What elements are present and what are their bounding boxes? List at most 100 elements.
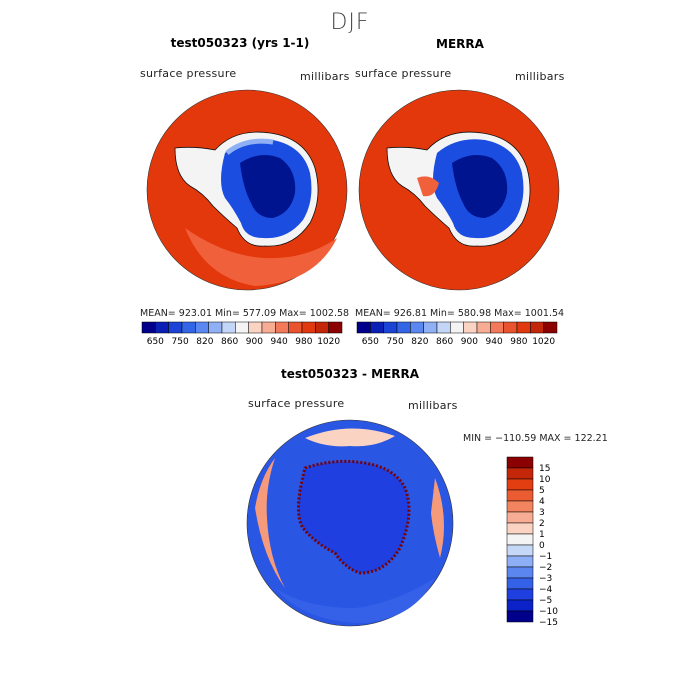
colorbar-tick-label: 820: [411, 337, 428, 347]
colorbar-swatch: [181, 321, 196, 334]
colorbar-tick-label: 860: [221, 337, 238, 347]
colorbar-swatch: [301, 321, 316, 334]
colorbar-tick-label: −5: [539, 596, 552, 606]
panel2-stats: MEAN= 926.81 Min= 580.98 Max= 1001.54: [355, 308, 565, 319]
colorbar-tick-label: 1020: [317, 337, 340, 347]
colorbar-swatch: [463, 321, 478, 334]
panel3-units: millibars: [408, 399, 458, 412]
colorbar-swatch: [450, 321, 464, 334]
colorbar-tick-label: 15: [539, 464, 550, 474]
colorbar-tick-label: 980: [510, 337, 527, 347]
colorbar-tick-label: 900: [246, 337, 263, 347]
colorbar-swatch: [506, 467, 534, 480]
panel3-map: [246, 419, 454, 627]
colorbar-swatch: [506, 478, 534, 491]
panel2-title: MERRA: [436, 37, 484, 51]
colorbar-tick-label: 650: [147, 337, 164, 347]
colorbar-swatch: [506, 533, 534, 546]
colorbar-tick-label: 5: [539, 486, 545, 496]
colorbar-tick-label: 1: [539, 530, 545, 540]
colorbar-tick-label: 900: [461, 337, 478, 347]
panel3-diff-pos-west: [255, 458, 285, 588]
colorbar-tick-label: −2: [539, 563, 552, 573]
colorbar-tick-label: −3: [539, 574, 552, 584]
colorbar-swatch: [328, 321, 343, 334]
panel1-map: [146, 89, 348, 291]
panel2-variable: surface pressure: [355, 67, 452, 80]
panel2-colorbar: 650 750 820 860 900 940 980 1020: [356, 321, 558, 347]
panel2-map: [358, 89, 560, 291]
colorbar-tick-label: 4: [539, 497, 545, 507]
colorbar-swatch: [516, 321, 531, 334]
colorbar-swatch: [543, 321, 558, 334]
panel2-ice-deep: [452, 154, 508, 218]
panel2-peninsula-warm: [417, 176, 439, 197]
panel1-ocean-low: [185, 228, 337, 286]
panel3-diff-pos-east: [431, 478, 444, 558]
colorbar-swatch: [235, 321, 249, 334]
colorbar-tick-label: 1020: [532, 337, 555, 347]
colorbar-tick-label: 980: [295, 337, 312, 347]
panel1-ice-deep: [240, 154, 296, 218]
figure-title: DJF: [330, 10, 370, 35]
colorbar-swatch: [195, 321, 209, 334]
colorbar-swatch: [530, 321, 544, 334]
colorbar-swatch: [503, 321, 518, 334]
colorbar-tick-label: 750: [172, 337, 189, 347]
colorbar-swatch: [383, 321, 398, 334]
colorbar-swatch: [476, 321, 491, 334]
colorbar-swatch: [423, 321, 438, 334]
panel3-diff-south: [275, 578, 435, 623]
colorbar-swatch: [410, 321, 424, 334]
colorbar-swatch: [490, 321, 504, 334]
panel3-stats: MIN = −110.59 MAX = 122.21: [463, 433, 608, 444]
colorbar-tick-label: 940: [486, 337, 503, 347]
colorbar-swatch: [275, 321, 289, 334]
colorbar-tick-label: 860: [436, 337, 453, 347]
panel1-title: test050323 (yrs 1-1): [170, 36, 310, 50]
colorbar-tick-label: −1: [539, 552, 552, 562]
panel3-antarctica: [297, 459, 411, 575]
colorbar-tick-label: 3: [539, 508, 545, 518]
panel1-stats: MEAN= 923.01 Min= 577.09 Max= 1002.58: [140, 308, 350, 319]
colorbar-swatch: [506, 511, 534, 524]
colorbar-swatch: [221, 321, 236, 334]
colorbar-tick-label: −15: [539, 618, 558, 625]
panel2-units: millibars: [515, 70, 565, 83]
colorbar-swatch: [506, 456, 534, 469]
colorbar-tick-label: 2: [539, 519, 545, 529]
colorbar-tick-label: 0: [539, 541, 545, 551]
colorbar-tick-label: −4: [539, 585, 553, 595]
panel1-ice-edge: [225, 138, 274, 155]
panel3-diff-pos-north: [305, 428, 395, 447]
panel1-colorbar: 650 750 820 860 900 940 980 1020: [141, 321, 343, 347]
colorbar-swatch: [506, 500, 534, 513]
colorbar-swatch: [506, 544, 534, 557]
colorbar-swatch: [506, 489, 534, 502]
colorbar-swatch: [356, 321, 371, 334]
colorbar-tick-label: 750: [387, 337, 404, 347]
colorbar-swatch: [208, 321, 223, 334]
colorbar-swatch: [141, 321, 156, 334]
colorbar-swatch: [506, 610, 534, 623]
colorbar-tick-label: −10: [539, 607, 558, 617]
colorbar-swatch: [315, 321, 329, 334]
colorbar-swatch: [506, 522, 534, 535]
colorbar-swatch: [506, 555, 534, 568]
colorbar-swatch: [506, 566, 534, 579]
colorbar-swatch: [168, 321, 183, 334]
colorbar-tick-label: 820: [196, 337, 213, 347]
panel1-variable: surface pressure: [140, 67, 237, 80]
colorbar-swatch: [155, 321, 169, 334]
colorbar-tick-label: 10: [539, 475, 551, 485]
colorbar-swatch: [248, 321, 263, 334]
colorbar-swatch: [396, 321, 411, 334]
panel3-title: test050323 - MERRA: [280, 367, 420, 381]
panel3-variable: surface pressure: [248, 397, 345, 410]
colorbar-swatch: [288, 321, 303, 334]
panel1-units: millibars: [300, 70, 350, 83]
colorbar-swatch: [506, 599, 534, 612]
colorbar-swatch: [436, 321, 451, 334]
colorbar-tick-label: 940: [271, 337, 288, 347]
